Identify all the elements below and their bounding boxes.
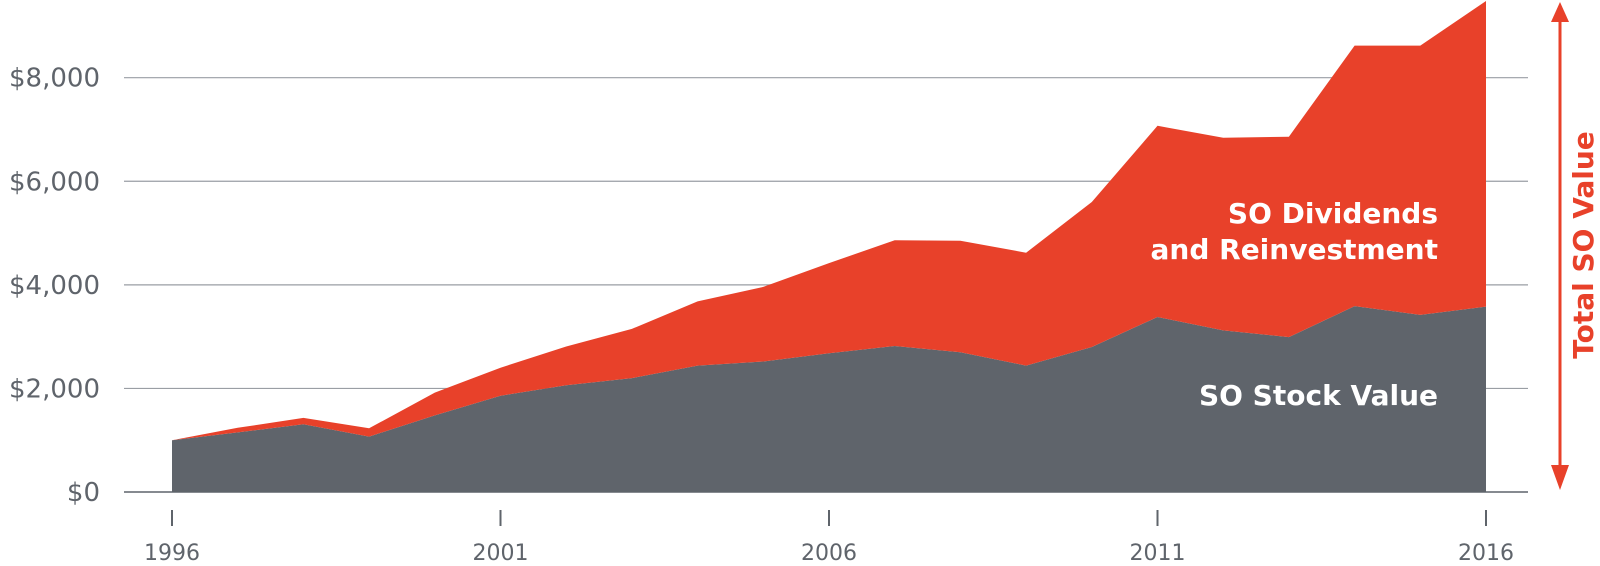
- y-tick-label: $2,000: [9, 374, 100, 404]
- arrow-up-icon: [1551, 2, 1569, 22]
- y-axis-ticks: $0 $2,000 $4,000 $6,000 $8,000: [9, 64, 100, 508]
- area-series-1: [172, 1, 1486, 441]
- x-tick-label: 2011: [1130, 541, 1186, 566]
- y-tick-label: $4,000: [9, 271, 100, 301]
- x-tick-label: 2016: [1458, 541, 1514, 566]
- area-series: [172, 1, 1486, 492]
- x-tick-label: 2006: [801, 541, 857, 566]
- y-tick-label: $6,000: [9, 167, 100, 197]
- dividends-label-line2: and Reinvestment: [1151, 233, 1438, 266]
- area-series-0: [172, 306, 1486, 492]
- total-value-arrow: [1551, 2, 1569, 490]
- x-tick-label: 2001: [473, 541, 529, 566]
- y-tick-label: $0: [67, 478, 100, 508]
- x-axis-ticks: 1996 2001 2006 2011 2016: [144, 510, 1514, 566]
- y-tick-label: $8,000: [9, 64, 100, 94]
- x-tick-label: 1996: [144, 541, 200, 566]
- dividends-label-line1: SO Dividends: [1228, 197, 1438, 230]
- stock-value-label: SO Stock Value: [1199, 379, 1438, 412]
- total-value-label: Total SO Value: [1567, 131, 1600, 359]
- arrow-down-icon: [1551, 465, 1569, 490]
